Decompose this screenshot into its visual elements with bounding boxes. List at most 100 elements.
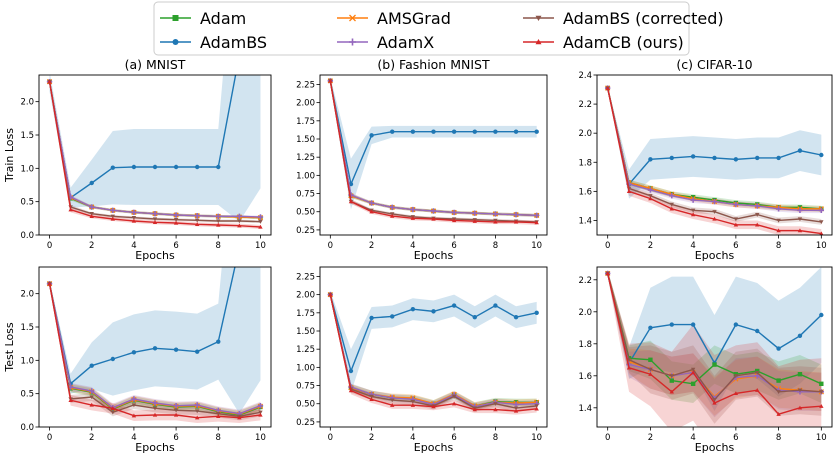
point-adamx-10 bbox=[257, 402, 264, 409]
x-tick-label: 2 bbox=[89, 241, 94, 251]
y-tick-label: 1.8 bbox=[578, 158, 592, 168]
point-adamcb-ours-4 bbox=[131, 218, 137, 223]
point-adamcb-ours-7 bbox=[472, 407, 477, 412]
point-adambs-corrected-6 bbox=[451, 394, 457, 399]
point-adamcb-ours-5 bbox=[152, 412, 158, 417]
legend-entry-adambs: AdamBS bbox=[160, 33, 267, 52]
point-adamx-7 bbox=[754, 203, 760, 209]
plot-area bbox=[327, 77, 540, 225]
point-adambs-corrected-6 bbox=[173, 408, 179, 413]
point-adamx-2 bbox=[89, 204, 95, 210]
point-adamcb-ours-9 bbox=[797, 228, 803, 233]
axes-frame bbox=[319, 266, 548, 428]
point-adambs-corrected-10 bbox=[819, 220, 824, 225]
x-tick-label: 6 bbox=[173, 433, 178, 443]
point-adambs-corrected-4 bbox=[690, 208, 696, 213]
point-adamx-5 bbox=[152, 210, 158, 217]
y-tick-label: 2.25 bbox=[296, 80, 315, 90]
point-adamcb-ours-4 bbox=[690, 370, 696, 375]
legend-marker-adamcb-ours bbox=[535, 39, 542, 45]
x-tick-label: 4 bbox=[410, 241, 415, 251]
point-adamcb-ours-1 bbox=[68, 207, 73, 212]
y-tick-label: 1.6 bbox=[578, 372, 592, 382]
panel-6: 0 2 4 6 8 10 1.4 1.6 1.8 2.0 2.2 Epochs bbox=[578, 266, 833, 454]
legend-label: Adam bbox=[200, 9, 246, 28]
x-axis-label: Epochs bbox=[135, 441, 175, 454]
axes-frame bbox=[596, 74, 833, 236]
point-adamx-10 bbox=[257, 214, 264, 220]
panels: 0 2 4 6 8 10 0.0 0.5 1.0 1.5 2.0 (a) MNIST Epochs Tra… bbox=[3, 57, 833, 454]
point-adamcb-ours-6 bbox=[173, 220, 179, 225]
point-adambs-5 bbox=[431, 309, 436, 314]
point-adamcb-ours-9 bbox=[237, 415, 242, 420]
point-adambs-10 bbox=[534, 129, 539, 134]
point-adam-2 bbox=[648, 357, 653, 362]
point-adambs-corrected-8 bbox=[216, 219, 221, 224]
point-adambs-4 bbox=[131, 164, 137, 170]
panel-2: 0 2 4 6 8 10 0.25 0.50 0.75 1.00 1.25 1.50 1.75 2.00 2… bbox=[296, 57, 548, 262]
panel-title: (c) CIFAR-10 bbox=[676, 57, 752, 72]
point-adambs-8 bbox=[216, 339, 221, 344]
y-tick-label: 1.5 bbox=[20, 131, 34, 141]
point-adamcb-ours-8 bbox=[776, 412, 781, 416]
point-adamx-5 bbox=[430, 208, 437, 214]
point-adambs-8 bbox=[776, 155, 781, 161]
y-tick-label: 2.0 bbox=[578, 308, 592, 318]
point-adamcb-ours-3 bbox=[390, 213, 395, 218]
y-tick-label: 1.75 bbox=[296, 309, 315, 319]
point-adamcb-ours-5 bbox=[431, 216, 436, 221]
point-adamcb-ours-8 bbox=[493, 407, 498, 412]
point-adamx-8 bbox=[492, 211, 499, 217]
plot-area bbox=[46, 267, 264, 423]
point-adam-9 bbox=[797, 372, 803, 377]
x-tick-label: 2 bbox=[369, 433, 374, 443]
point-adamcb-ours-2 bbox=[369, 209, 374, 214]
point-adamx-4 bbox=[131, 209, 137, 216]
point-adamx-2 bbox=[89, 388, 95, 394]
x-tick-label: 2 bbox=[89, 433, 94, 443]
point-adambs-corrected-4 bbox=[131, 216, 137, 220]
point-adambs-corrected-5 bbox=[152, 217, 158, 222]
x-tick-label: 4 bbox=[690, 241, 695, 251]
point-adambs-2 bbox=[89, 180, 94, 186]
y-tick-label: 1.25 bbox=[296, 345, 315, 355]
y-tick-label: 1.6 bbox=[578, 187, 592, 197]
point-adamcb-ours-8 bbox=[493, 219, 498, 224]
point-adambs-corrected-7 bbox=[194, 409, 200, 414]
point-adamcb-ours-5 bbox=[152, 220, 158, 224]
point-adamx-6 bbox=[173, 402, 179, 409]
point-adambs-corrected-7 bbox=[755, 370, 760, 375]
point-adamx-9 bbox=[236, 213, 243, 220]
x-tick-label: 10 bbox=[531, 433, 542, 443]
x-axis-label: Epochs bbox=[414, 249, 454, 262]
band-adambs bbox=[330, 77, 537, 210]
point-adambs-9 bbox=[797, 148, 803, 153]
point-adamcb-ours-0 bbox=[47, 281, 52, 286]
legend-entry-adamx: AdamX bbox=[337, 33, 434, 52]
point-adambs-2 bbox=[648, 325, 653, 330]
point-adambs-3 bbox=[390, 314, 395, 319]
point-adamcb-ours-5 bbox=[712, 216, 717, 221]
point-adambs-8 bbox=[493, 129, 498, 134]
point-adamcb-ours-8 bbox=[216, 222, 221, 227]
y-tick-label: 0.0 bbox=[20, 423, 34, 433]
point-adambs-corrected-7 bbox=[194, 218, 200, 223]
point-adambs-3 bbox=[669, 155, 674, 161]
point-adambs-7 bbox=[472, 314, 477, 320]
point-adamcb-ours-3 bbox=[110, 216, 116, 221]
point-adamcb-ours-1 bbox=[348, 388, 354, 393]
y-tick-label: 0.5 bbox=[20, 390, 34, 400]
band-adambs bbox=[607, 86, 822, 199]
legend-label: AdamX bbox=[377, 33, 434, 52]
axes-frame bbox=[596, 266, 833, 428]
point-adambs-corrected-10 bbox=[258, 410, 263, 415]
point-adambs-corrected-3 bbox=[110, 410, 116, 415]
point-adamcb-ours-10 bbox=[534, 406, 539, 411]
point-adamx-3 bbox=[669, 193, 675, 199]
point-adambs-6 bbox=[451, 303, 457, 308]
point-adamcb-ours-7 bbox=[472, 218, 477, 223]
plot-area bbox=[46, 75, 264, 229]
point-adamcb-ours-2 bbox=[369, 397, 374, 402]
x-tick-label: 10 bbox=[816, 241, 827, 251]
y-tick-label: 1.50 bbox=[296, 135, 315, 145]
